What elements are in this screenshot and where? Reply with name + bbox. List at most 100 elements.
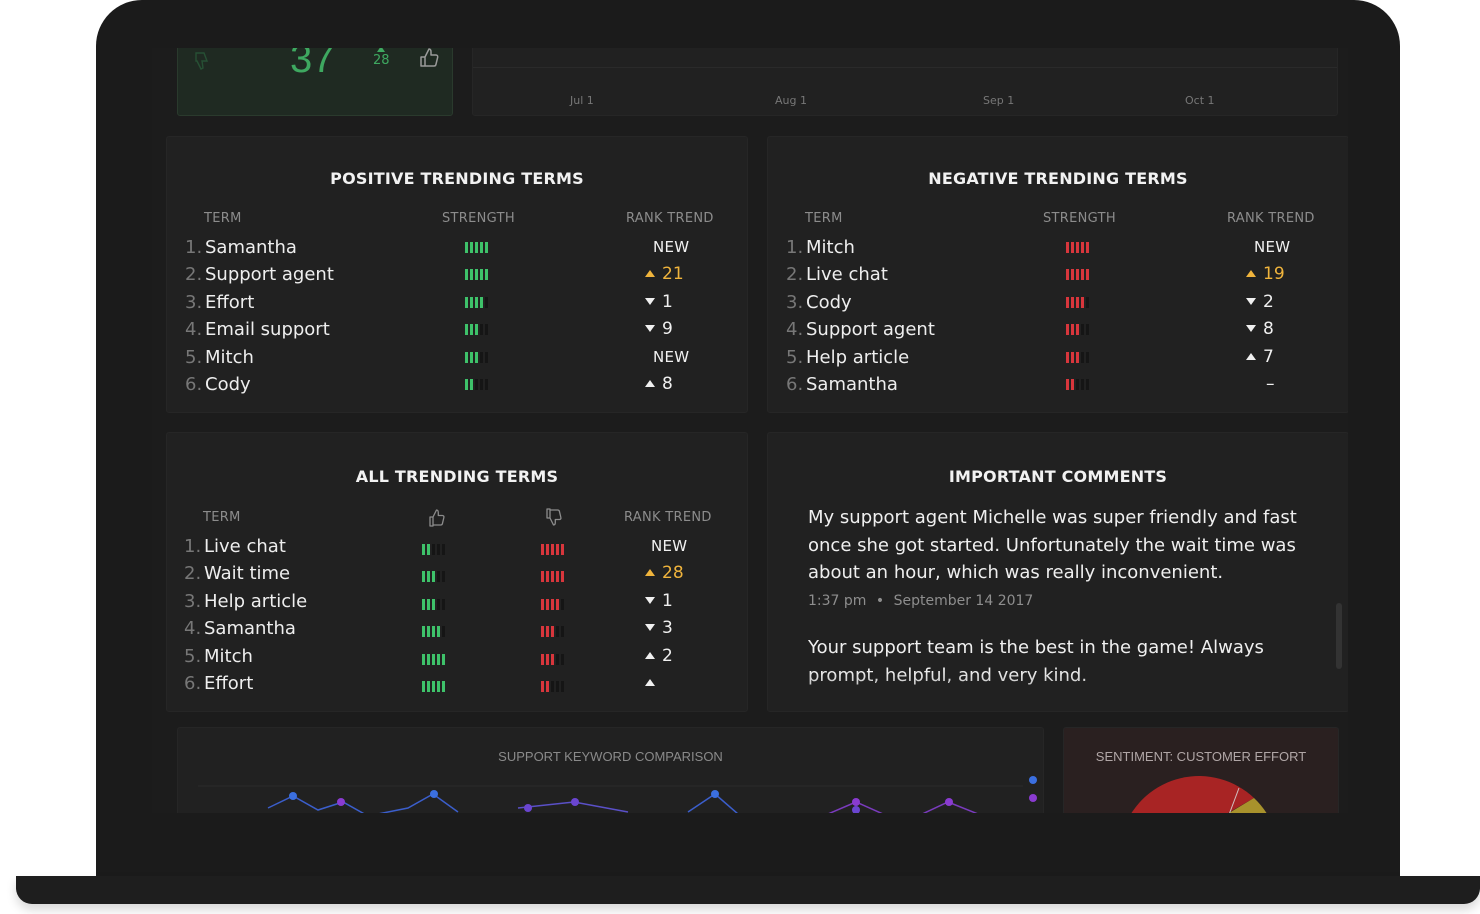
rank-trend: 21: [645, 264, 684, 284]
comments-scrollbar[interactable]: [1336, 603, 1342, 669]
table-row[interactable]: 5. Mitch NEW: [167, 347, 747, 374]
rank-trend-value: 19: [1263, 264, 1285, 285]
comment-text: My support agent Michelle was super frie…: [808, 507, 1297, 583]
table-row[interactable]: 1. Mitch NEW: [768, 237, 1348, 264]
strength-bar-segment: [1086, 351, 1089, 363]
meta-separator: •: [875, 593, 885, 609]
strength-bar-segment: [437, 544, 440, 555]
strength-bar-segment: [1076, 296, 1079, 308]
table-row[interactable]: 4. Email support 9: [167, 319, 747, 346]
panel-title: ALL TRENDING TERMS: [355, 467, 559, 486]
strength-bar-segment: [475, 351, 478, 363]
strength-bar-segment: [465, 351, 468, 363]
strength-bar-segment: [470, 296, 473, 308]
strength-bar-segment: [556, 681, 559, 692]
trend-down-icon: [1246, 297, 1256, 305]
table-row[interactable]: 3. Effort 1: [167, 292, 747, 319]
term-label: Samantha: [806, 374, 898, 395]
table-row[interactable]: 6. Cody 8: [167, 374, 747, 401]
strength-bars: [1066, 379, 1089, 390]
term-label: Help article: [204, 590, 308, 612]
strength-bar-segment: [556, 571, 559, 583]
rank-trend-value: 1: [662, 291, 673, 312]
rank-trend: 28: [645, 563, 684, 583]
negative-strength-bars: [541, 626, 564, 638]
trend-up-icon: [1246, 352, 1256, 360]
table-row[interactable]: 5. Mitch 2: [167, 646, 747, 673]
strength-bar-segment: [561, 598, 564, 610]
strength-bar-segment: [546, 598, 549, 610]
strength-bar-segment: [1071, 351, 1074, 363]
table-row[interactable]: 5. Help article 7: [768, 347, 1348, 374]
strength-bar-segment: [485, 379, 488, 390]
rank-number: 2.: [185, 264, 203, 286]
term-label: Wait time: [204, 563, 291, 585]
table-row[interactable]: 3. Cody 2: [768, 292, 1348, 319]
rank-number: 6.: [185, 374, 203, 395]
strength-bars: [465, 242, 488, 253]
table-row[interactable]: 1. Samantha NEW: [167, 237, 747, 264]
rank-trend: NEW: [653, 237, 689, 257]
table-row[interactable]: 2. Support agent 21: [167, 264, 747, 291]
strength-bar-segment: [1081, 242, 1084, 253]
strength-bar-segment: [480, 324, 483, 336]
table-row[interactable]: 2. Wait time 28: [167, 563, 747, 590]
positive-strength-bars: [422, 653, 445, 665]
strength-bar-segment: [541, 544, 544, 555]
panel-title: NEGATIVE TRENDING TERMS: [928, 169, 1188, 188]
rank-trend: NEW: [651, 536, 687, 556]
negative-strength-bars: [541, 653, 564, 665]
strength-bar-segment: [427, 571, 430, 583]
strength-bar-segment: [561, 681, 564, 692]
rank-trend: 19: [1246, 264, 1285, 284]
strength-bar-segment: [1081, 324, 1084, 336]
table-row[interactable]: 1. Live chat NEW: [167, 536, 747, 563]
strength-bars: [465, 296, 488, 308]
strength-bar-segment: [1081, 296, 1084, 308]
strength-bar-segment: [465, 379, 468, 390]
rank-trend: 9: [645, 319, 673, 339]
table-row[interactable]: 3. Help article 1: [167, 591, 747, 618]
strength-bar-segment: [480, 242, 483, 253]
dashboard-screen: 37 28 Jul 1 Aug 1 Sep 1 Oct 1 POSITIVE T…: [152, 48, 1348, 813]
negative-strength-bars: [541, 571, 564, 583]
strength-bar-segment: [556, 626, 559, 638]
strength-bar-segment: [422, 626, 425, 638]
table-row[interactable]: 4. Samantha 3: [167, 618, 747, 645]
rank-trend-value: NEW: [651, 537, 688, 555]
rank-trend-value: 1: [662, 590, 673, 611]
strength-bar-segment: [475, 324, 478, 336]
strength-bar-segment: [551, 681, 554, 692]
strength-bars: [465, 379, 488, 390]
strength-bar-segment: [1066, 351, 1069, 363]
trend-down-icon: [645, 325, 655, 333]
strength-bar-segment: [551, 626, 554, 638]
strength-bar-segment: [480, 379, 483, 390]
strength-bar-segment: [470, 242, 473, 253]
strength-bar-segment: [442, 653, 445, 665]
strength-bar-segment: [551, 544, 554, 555]
rank-trend-value: NEW: [653, 238, 690, 256]
column-header-strength: STRENGTH: [1043, 211, 1116, 226]
strength-bar-segment: [485, 242, 488, 253]
strength-bar-segment: [551, 571, 554, 583]
term-label: Help article: [806, 346, 910, 368]
term-label: Support agent: [806, 319, 935, 341]
thumbs-down-icon[interactable]: [545, 507, 563, 531]
strength-bar-segment: [1066, 379, 1069, 390]
comment-fade-overlay: [768, 671, 1348, 711]
table-row[interactable]: 6. Effort: [167, 673, 747, 700]
column-header-term: TERM: [805, 211, 843, 226]
table-row[interactable]: 6. Samantha –: [768, 374, 1348, 401]
thumbs-up-icon[interactable]: [418, 48, 440, 73]
table-row[interactable]: 2. Live chat 19: [768, 264, 1348, 291]
strength-bar-segment: [1071, 324, 1074, 336]
strength-bar-segment: [470, 324, 473, 336]
thumbs-up-icon[interactable]: [428, 508, 446, 532]
strength-bar-segment: [437, 681, 440, 692]
rank-number: 1.: [786, 237, 804, 258]
strength-bar-segment: [546, 626, 549, 638]
rank-trend-value: –: [1266, 374, 1275, 394]
column-header-rank-trend: RANK TREND: [1227, 211, 1315, 226]
table-row[interactable]: 4. Support agent 8: [768, 319, 1348, 346]
